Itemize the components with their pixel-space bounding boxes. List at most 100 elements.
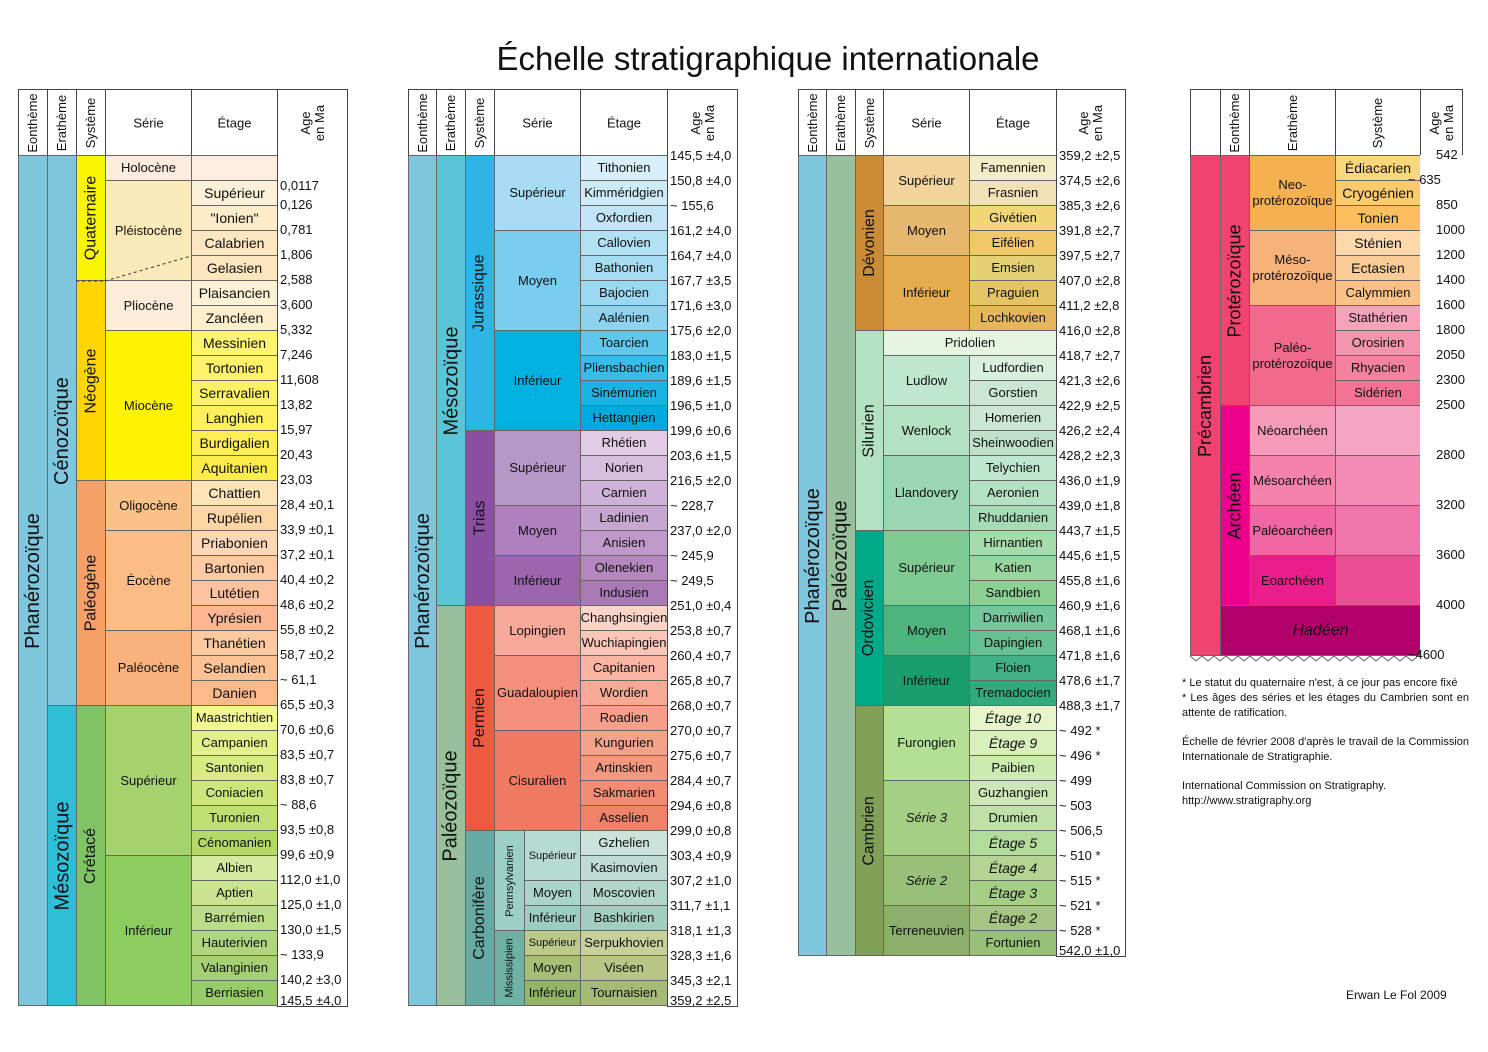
strat-unit-étage-3: Étage 3 <box>969 880 1057 906</box>
strat-unit-aalénien: Aalénien <box>580 305 668 331</box>
column-header-etage: Étage <box>191 89 278 156</box>
column-header-label: Étage <box>996 115 1030 130</box>
age-value: 216,5 ±2,0 <box>670 473 732 488</box>
age-value: ~ 506,5 <box>1059 823 1103 838</box>
column-header-serie: Série <box>883 89 970 156</box>
age-value: 422,9 ±2,5 <box>1059 398 1121 413</box>
column-header-eratheme: Erathème <box>1249 89 1336 156</box>
strat-unit-kimméridgien: Kimméridgien <box>580 180 668 206</box>
strat-unit-supérieur: Supérieur <box>494 430 581 506</box>
age-value: ~ 155,6 <box>670 198 714 213</box>
strat-unit-campanien: Campanien <box>191 730 278 756</box>
strat-unit-viséen: Viséen <box>580 955 668 981</box>
strat-unit-gzhelien: Gzhelien <box>580 830 668 856</box>
strat-unit-moyen: Moyen <box>524 880 581 906</box>
strat-unit-précambrien: Précambrien <box>1190 155 1221 656</box>
age-column <box>1420 155 1463 657</box>
strat-unit-paléoarchéen: Paléoarchéen <box>1249 505 1336 556</box>
age-column <box>1056 155 1126 957</box>
age-value: 445,6 ±1,5 <box>1059 548 1121 563</box>
age-value: 3200 <box>1436 497 1465 512</box>
strat-unit-givétien: Givétien <box>969 205 1057 231</box>
strat-unit-miocène: Miocène <box>105 330 192 481</box>
column-header-systeme: Système <box>855 89 884 156</box>
age-value: 99,6 ±0,9 <box>280 847 335 862</box>
strat-unit-inférieur: Inférieur <box>524 980 581 1006</box>
strat-unit-holocène: Holocène <box>105 155 192 181</box>
strat-unit-dévonien: Dévonien <box>855 155 884 331</box>
column-header-eontheme: Eonthème <box>798 89 827 156</box>
strat-unit-turonien: Turonien <box>191 805 278 831</box>
age-value: 7,246 <box>280 347 313 362</box>
strat-unit-néoarchéen: Néoarchéen <box>1249 405 1336 456</box>
age-value: 23,03 <box>280 472 313 487</box>
strat-unit-éocène: Éocène <box>105 530 192 631</box>
strat-unit-bartonien: Bartonien <box>191 555 278 581</box>
age-value: 299,0 ±0,8 <box>670 823 732 838</box>
strat-unit-cambrien: Cambrien <box>855 705 884 956</box>
age-value: 411,2 ±2,8 <box>1059 298 1120 313</box>
age-value: 125,0 ±1,0 <box>280 897 342 912</box>
column-header-label: Eonthème <box>25 92 40 153</box>
age-value: ~ 245,9 <box>670 548 714 563</box>
strat-unit-kungurien: Kungurien <box>580 730 668 756</box>
age-value: 2300 <box>1436 372 1465 387</box>
strat-unit-rhétien: Rhétien <box>580 430 668 456</box>
strat-unit-silurien: Silurien <box>855 330 884 531</box>
age-value: 130,0 ±1,5 <box>280 922 342 937</box>
age-value: ~ 515 * <box>1059 873 1101 888</box>
strat-unit-floien: Floien <box>969 655 1057 681</box>
age-value: 93,5 ±0,8 <box>280 822 335 837</box>
column-header-age: Age en Ma <box>1420 89 1463 156</box>
strat-unit-coniacien: Coniacien <box>191 780 278 806</box>
column-header-label: Age en Ma <box>1426 104 1456 141</box>
strat-unit-supérieur: Supérieur <box>524 830 581 881</box>
strat-unit-zancléen: Zancléen <box>191 305 278 331</box>
strat-unit-valanginien: Valanginien <box>191 955 278 981</box>
column-header-systeme: Système <box>1335 89 1421 156</box>
strat-unit-wenlock: Wenlock <box>883 405 970 456</box>
strat-unit-guadaloupien: Guadaloupien <box>494 655 581 731</box>
strat-unit-tithonien: Tithonien <box>580 155 668 181</box>
strat-unit-étage-10: Étage 10 <box>969 705 1057 731</box>
age-value: 1000 <box>1436 222 1465 237</box>
strat-unit-bathonien: Bathonien <box>580 255 668 281</box>
strat-unit-furongien: Furongien <box>883 705 970 781</box>
age-value: 65,5 ±0,3 <box>280 697 335 712</box>
strat-unit-paléogène: Paléogène <box>76 480 106 706</box>
column-header-blank <box>1190 89 1221 156</box>
strat-unit-priabonien: Priabonien <box>191 530 278 556</box>
age-value: 471,8 ±1,6 <box>1059 648 1121 663</box>
strat-unit-supérieur: Supérieur <box>191 180 278 206</box>
age-value: ~ 61,1 <box>280 672 317 687</box>
strat-unit-sakmarien: Sakmarien <box>580 780 668 806</box>
strat-unit-messinien: Messinien <box>191 330 278 356</box>
strat-unit-frasnien: Frasnien <box>969 180 1057 206</box>
age-value: 307,2 ±1,0 <box>670 873 732 888</box>
strat-unit-trias: Trias <box>465 430 495 606</box>
strat-unit-cryogénien: Cryogénien <box>1335 180 1421 206</box>
strat-unit-ladinien: Ladinien <box>580 505 668 531</box>
strat-unit-carnien: Carnien <box>580 480 668 506</box>
column-header-label: Eonthème <box>1227 92 1242 153</box>
notes-block: * Le statut du quaternaire n'est, à ce j… <box>1182 676 1469 823</box>
column-header-systeme: Système <box>76 89 106 156</box>
age-value: 237,0 ±2,0 <box>670 523 732 538</box>
age-value: 33,9 ±0,1 <box>280 522 335 537</box>
column-header-etage: Étage <box>969 89 1057 156</box>
strat-unit-étage-2: Étage 2 <box>969 905 1057 931</box>
age-value: 37,2 ±0,1 <box>280 547 335 562</box>
column-header-eontheme: Eonthème <box>408 89 437 156</box>
strat-unit-praguien: Praguien <box>969 280 1057 306</box>
age-value: 303,4 ±0,9 <box>670 848 732 863</box>
strat-unit-blank <box>191 155 278 181</box>
age-value: 183,0 ±1,5 <box>670 348 732 363</box>
strat-unit-mississipien: Mississipien <box>494 930 526 1006</box>
age-value: 171,6 ±3,0 <box>670 298 732 313</box>
strat-unit-guzhangien: Guzhangien <box>969 780 1057 806</box>
strat-unit-rhyacien: Rhyacien <box>1335 355 1421 381</box>
strat-unit-lopingien: Lopingien <box>494 605 581 656</box>
strat-unit-artinskien: Artinskien <box>580 755 668 781</box>
age-value: 418,7 ±2,7 <box>1059 348 1121 363</box>
strat-unit-rhuddanien: Rhuddanien <box>969 505 1057 531</box>
